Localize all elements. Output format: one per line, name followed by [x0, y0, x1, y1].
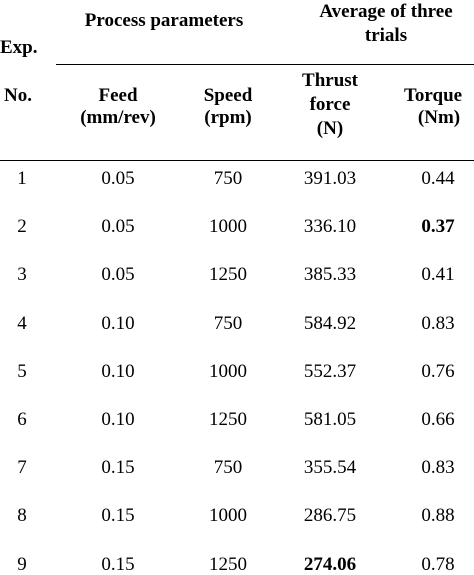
- speed-heading-line1: Speed: [203, 85, 253, 106]
- cell-speed: 750: [213, 168, 243, 189]
- cell-speed: 1000: [209, 216, 247, 237]
- cell-torque: 0.37: [421, 216, 455, 237]
- cell-speed: 1250: [209, 264, 247, 285]
- cell-thrust: 274.06: [303, 554, 357, 575]
- cell-exp: 6: [17, 409, 27, 430]
- cell-thrust: 336.10: [303, 216, 357, 237]
- cell-torque: 0.83: [421, 457, 455, 478]
- cell-exp: 5: [17, 361, 27, 382]
- cell-feed: 0.15: [101, 505, 135, 526]
- cell-torque: 0.41: [421, 264, 455, 285]
- cell-thrust: 286.75: [303, 505, 357, 526]
- cell-feed: 0.10: [101, 361, 135, 382]
- cell-torque: 0.78: [421, 554, 455, 575]
- cell-thrust: 581.05: [303, 409, 357, 430]
- exp-label: Exp.: [0, 37, 38, 58]
- cell-exp: 7: [17, 457, 27, 478]
- average-heading-line1: Average of three: [319, 1, 453, 22]
- torque-heading-line2: (Nm): [417, 107, 461, 128]
- cell-speed: 1250: [209, 554, 247, 575]
- cell-exp: 8: [17, 505, 27, 526]
- cell-torque: 0.76: [421, 361, 455, 382]
- cell-torque: 0.44: [421, 168, 455, 189]
- cell-thrust: 552.37: [303, 361, 357, 382]
- cell-feed: 0.05: [101, 264, 135, 285]
- cell-torque: 0.66: [421, 409, 455, 430]
- cell-thrust: 355.54: [303, 457, 357, 478]
- cell-thrust: 385.33: [303, 264, 357, 285]
- cell-thrust: 391.03: [303, 168, 357, 189]
- cell-feed: 0.15: [101, 554, 135, 575]
- header-group-rule: [56, 64, 474, 65]
- cell-speed: 1250: [209, 409, 247, 430]
- cell-exp: 9: [17, 554, 27, 575]
- thrust-heading-line3: (N): [316, 118, 344, 139]
- cell-speed: 1000: [209, 505, 247, 526]
- cell-exp: 4: [17, 313, 27, 334]
- cell-speed: 1000: [209, 361, 247, 382]
- thrust-heading-line2: force: [309, 94, 351, 115]
- cell-speed: 750: [213, 457, 243, 478]
- process-parameters-heading: Process parameters: [84, 10, 244, 31]
- cell-feed: 0.10: [101, 313, 135, 334]
- feed-heading-line2: (mm/rev): [80, 107, 156, 128]
- cell-torque: 0.83: [421, 313, 455, 334]
- cell-feed: 0.10: [101, 409, 135, 430]
- feed-heading-line1: Feed: [98, 85, 138, 106]
- cell-exp: 1: [17, 168, 27, 189]
- cell-speed: 750: [213, 313, 243, 334]
- average-heading-line2: trials: [364, 25, 408, 46]
- thrust-heading-line1: Thrust: [302, 70, 358, 91]
- header-bottom-rule: [0, 160, 474, 161]
- torque-heading-line1: Torque: [404, 85, 463, 106]
- no-label: No.: [4, 85, 32, 106]
- cell-feed: 0.05: [101, 168, 135, 189]
- cell-torque: 0.88: [421, 505, 455, 526]
- cell-exp: 3: [17, 264, 27, 285]
- speed-heading-line2: (rpm): [204, 107, 252, 128]
- cell-feed: 0.05: [101, 216, 135, 237]
- cell-thrust: 584.92: [303, 313, 357, 334]
- cell-exp: 2: [17, 216, 27, 237]
- cell-feed: 0.15: [101, 457, 135, 478]
